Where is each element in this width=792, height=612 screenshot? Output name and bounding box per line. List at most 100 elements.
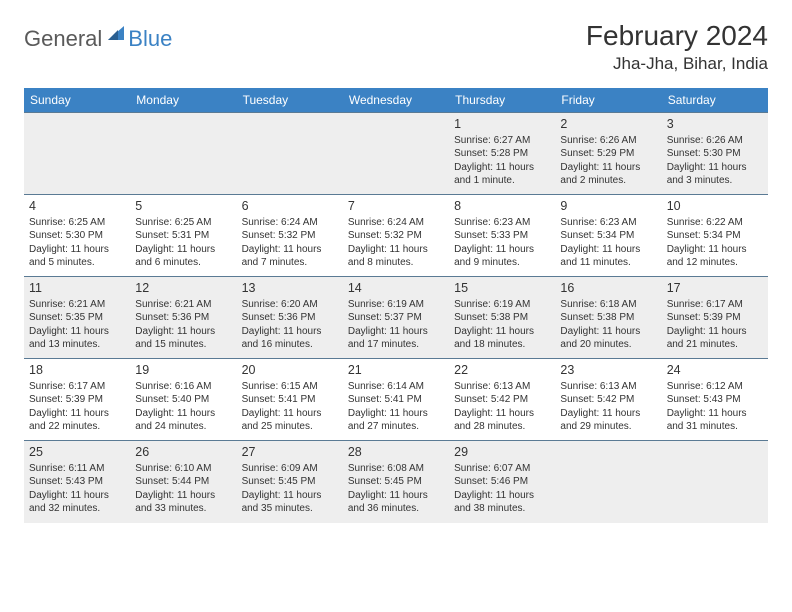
- calendar-day: 21Sunrise: 6:14 AMSunset: 5:41 PMDayligh…: [343, 359, 449, 441]
- sunrise-text: Sunrise: 6:13 AM: [454, 380, 550, 394]
- day-number: 27: [242, 444, 338, 461]
- sunset-text: Sunset: 5:29 PM: [560, 147, 656, 161]
- day-number: 8: [454, 198, 550, 215]
- daylight-text: Daylight: 11 hours and 20 minutes.: [560, 325, 656, 352]
- calendar-day: 13Sunrise: 6:20 AMSunset: 5:36 PMDayligh…: [237, 277, 343, 359]
- sunrise-text: Sunrise: 6:16 AM: [135, 380, 231, 394]
- sunrise-text: Sunrise: 6:14 AM: [348, 380, 444, 394]
- sunset-text: Sunset: 5:39 PM: [29, 393, 125, 407]
- calendar-day: 6Sunrise: 6:24 AMSunset: 5:32 PMDaylight…: [237, 195, 343, 277]
- calendar-day: 12Sunrise: 6:21 AMSunset: 5:36 PMDayligh…: [130, 277, 236, 359]
- daylight-text: Daylight: 11 hours and 15 minutes.: [135, 325, 231, 352]
- sunrise-text: Sunrise: 6:20 AM: [242, 298, 338, 312]
- day-number: 10: [667, 198, 763, 215]
- day-header: Monday: [130, 88, 236, 113]
- calendar-day: 26Sunrise: 6:10 AMSunset: 5:44 PMDayligh…: [130, 441, 236, 523]
- sunrise-text: Sunrise: 6:19 AM: [454, 298, 550, 312]
- day-number: 24: [667, 362, 763, 379]
- sunrise-text: Sunrise: 6:19 AM: [348, 298, 444, 312]
- day-number: 25: [29, 444, 125, 461]
- daylight-text: Daylight: 11 hours and 38 minutes.: [454, 489, 550, 516]
- daylight-text: Daylight: 11 hours and 9 minutes.: [454, 243, 550, 270]
- daylight-text: Daylight: 11 hours and 11 minutes.: [560, 243, 656, 270]
- calendar-day: 25Sunrise: 6:11 AMSunset: 5:43 PMDayligh…: [24, 441, 130, 523]
- logo-text-general: General: [24, 26, 102, 52]
- sunrise-text: Sunrise: 6:24 AM: [348, 216, 444, 230]
- sunrise-text: Sunrise: 6:21 AM: [135, 298, 231, 312]
- calendar-day-empty: [237, 113, 343, 195]
- sunset-text: Sunset: 5:41 PM: [242, 393, 338, 407]
- sunrise-text: Sunrise: 6:23 AM: [454, 216, 550, 230]
- day-number: 19: [135, 362, 231, 379]
- sunset-text: Sunset: 5:42 PM: [454, 393, 550, 407]
- day-number: 4: [29, 198, 125, 215]
- daylight-text: Daylight: 11 hours and 6 minutes.: [135, 243, 231, 270]
- day-number: 12: [135, 280, 231, 297]
- daylight-text: Daylight: 11 hours and 7 minutes.: [242, 243, 338, 270]
- day-header: Saturday: [662, 88, 768, 113]
- day-number: 28: [348, 444, 444, 461]
- daylight-text: Daylight: 11 hours and 29 minutes.: [560, 407, 656, 434]
- daylight-text: Daylight: 11 hours and 32 minutes.: [29, 489, 125, 516]
- daylight-text: Daylight: 11 hours and 5 minutes.: [29, 243, 125, 270]
- calendar-day-empty: [24, 113, 130, 195]
- day-header: Tuesday: [237, 88, 343, 113]
- calendar-body: 1Sunrise: 6:27 AMSunset: 5:28 PMDaylight…: [24, 113, 768, 523]
- sunset-text: Sunset: 5:36 PM: [242, 311, 338, 325]
- sunset-text: Sunset: 5:45 PM: [242, 475, 338, 489]
- sunset-text: Sunset: 5:40 PM: [135, 393, 231, 407]
- sunrise-text: Sunrise: 6:07 AM: [454, 462, 550, 476]
- day-header: Friday: [555, 88, 661, 113]
- sunrise-text: Sunrise: 6:24 AM: [242, 216, 338, 230]
- daylight-text: Daylight: 11 hours and 21 minutes.: [667, 325, 763, 352]
- day-number: 20: [242, 362, 338, 379]
- day-number: 29: [454, 444, 550, 461]
- day-header: Wednesday: [343, 88, 449, 113]
- day-number: 14: [348, 280, 444, 297]
- sunrise-text: Sunrise: 6:25 AM: [135, 216, 231, 230]
- daylight-text: Daylight: 11 hours and 3 minutes.: [667, 161, 763, 188]
- calendar-day: 5Sunrise: 6:25 AMSunset: 5:31 PMDaylight…: [130, 195, 236, 277]
- calendar-week: 11Sunrise: 6:21 AMSunset: 5:35 PMDayligh…: [24, 277, 768, 359]
- sunrise-text: Sunrise: 6:08 AM: [348, 462, 444, 476]
- sunset-text: Sunset: 5:37 PM: [348, 311, 444, 325]
- day-header: Thursday: [449, 88, 555, 113]
- calendar-day: 1Sunrise: 6:27 AMSunset: 5:28 PMDaylight…: [449, 113, 555, 195]
- calendar-day: 29Sunrise: 6:07 AMSunset: 5:46 PMDayligh…: [449, 441, 555, 523]
- calendar-day: 22Sunrise: 6:13 AMSunset: 5:42 PMDayligh…: [449, 359, 555, 441]
- calendar-week: 18Sunrise: 6:17 AMSunset: 5:39 PMDayligh…: [24, 359, 768, 441]
- daylight-text: Daylight: 11 hours and 22 minutes.: [29, 407, 125, 434]
- daylight-text: Daylight: 11 hours and 12 minutes.: [667, 243, 763, 270]
- daylight-text: Daylight: 11 hours and 13 minutes.: [29, 325, 125, 352]
- day-number: 2: [560, 116, 656, 133]
- calendar-day: 28Sunrise: 6:08 AMSunset: 5:45 PMDayligh…: [343, 441, 449, 523]
- day-number: 7: [348, 198, 444, 215]
- sunrise-text: Sunrise: 6:23 AM: [560, 216, 656, 230]
- day-number: 16: [560, 280, 656, 297]
- sunset-text: Sunset: 5:28 PM: [454, 147, 550, 161]
- sunset-text: Sunset: 5:43 PM: [667, 393, 763, 407]
- month-title: February 2024: [586, 20, 768, 52]
- sunrise-text: Sunrise: 6:25 AM: [29, 216, 125, 230]
- logo: General Blue: [24, 26, 172, 52]
- calendar-day: 20Sunrise: 6:15 AMSunset: 5:41 PMDayligh…: [237, 359, 343, 441]
- daylight-text: Daylight: 11 hours and 1 minute.: [454, 161, 550, 188]
- sunrise-text: Sunrise: 6:21 AM: [29, 298, 125, 312]
- daylight-text: Daylight: 11 hours and 25 minutes.: [242, 407, 338, 434]
- day-header: Sunday: [24, 88, 130, 113]
- sunset-text: Sunset: 5:39 PM: [667, 311, 763, 325]
- sunrise-text: Sunrise: 6:13 AM: [560, 380, 656, 394]
- calendar-week: 25Sunrise: 6:11 AMSunset: 5:43 PMDayligh…: [24, 441, 768, 523]
- calendar-day: 27Sunrise: 6:09 AMSunset: 5:45 PMDayligh…: [237, 441, 343, 523]
- day-number: 23: [560, 362, 656, 379]
- header: General Blue February 2024 Jha-Jha, Biha…: [24, 20, 768, 74]
- calendar-day: 14Sunrise: 6:19 AMSunset: 5:37 PMDayligh…: [343, 277, 449, 359]
- logo-sail-icon: [106, 24, 126, 47]
- sunset-text: Sunset: 5:30 PM: [667, 147, 763, 161]
- sunrise-text: Sunrise: 6:12 AM: [667, 380, 763, 394]
- sunset-text: Sunset: 5:36 PM: [135, 311, 231, 325]
- daylight-text: Daylight: 11 hours and 2 minutes.: [560, 161, 656, 188]
- sunset-text: Sunset: 5:34 PM: [667, 229, 763, 243]
- sunset-text: Sunset: 5:33 PM: [454, 229, 550, 243]
- sunrise-text: Sunrise: 6:26 AM: [560, 134, 656, 148]
